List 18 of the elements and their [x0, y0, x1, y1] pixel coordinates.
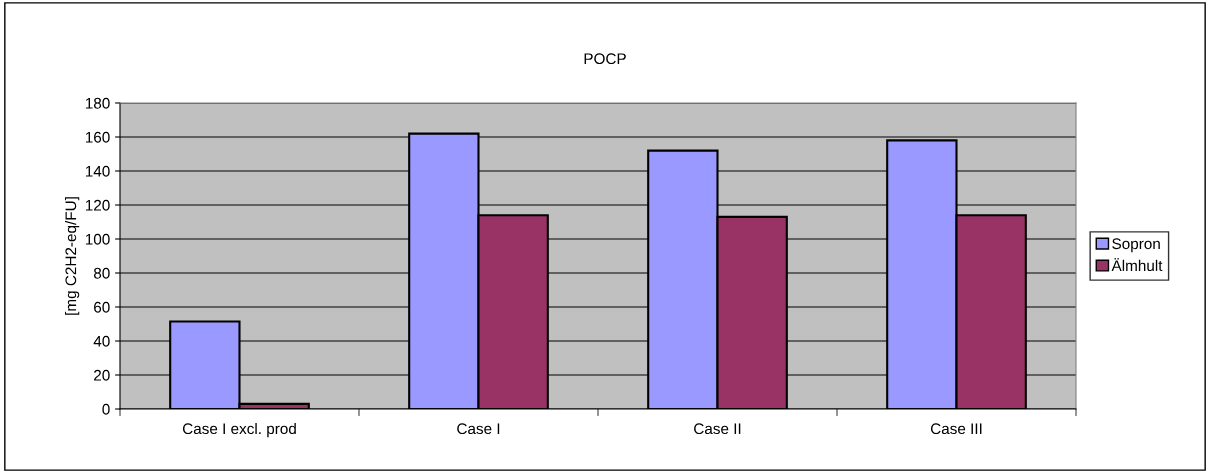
x-tick-label: Case I [457, 423, 500, 435]
x-tick-label: Case I excl. prod [182, 422, 296, 438]
legend-label: Sopron [1112, 238, 1160, 253]
y-tick-label: 40 [93, 335, 110, 347]
x-tick-label: Case II [694, 423, 741, 435]
y-tick-label: 20 [94, 369, 110, 381]
y-tick-label: 120 [85, 199, 110, 211]
y-tick-label: 100 [85, 233, 110, 245]
y-tick-label: 80 [93, 267, 110, 279]
legend-label: Älmhult [1111, 258, 1163, 272]
y-tick-label: 0 [102, 403, 110, 415]
y-tick-label: 60 [94, 301, 110, 313]
y-axis-title: [mg C2H2-eq/FU] [64, 197, 80, 315]
y-tick-label: 180 [85, 97, 110, 109]
y-tick-label: 140 [85, 165, 110, 177]
y-tick-label: 160 [85, 131, 110, 143]
x-tick-label: Case III [930, 423, 982, 435]
chart-title: POCP [584, 53, 626, 65]
